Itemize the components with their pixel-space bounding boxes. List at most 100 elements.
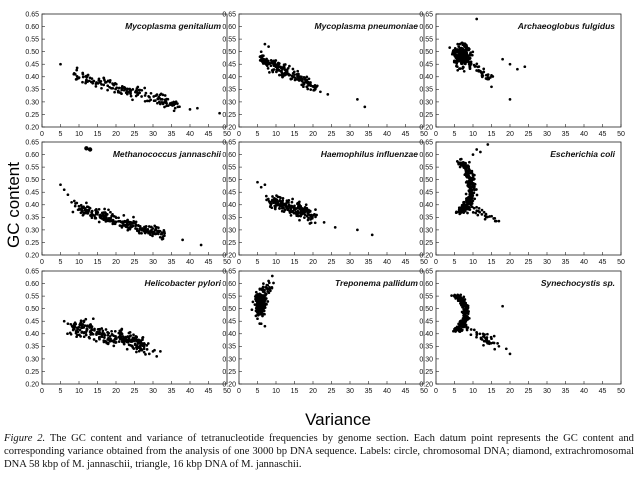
data-point <box>281 196 285 200</box>
data-point <box>472 328 476 332</box>
data-point <box>80 207 84 211</box>
data-point <box>260 57 263 61</box>
data-point <box>75 66 79 70</box>
data-point <box>71 328 75 332</box>
x-tick-label: 0 <box>237 388 241 395</box>
data-point <box>306 218 310 222</box>
data-point <box>468 67 472 71</box>
data-point <box>120 92 123 96</box>
data-point <box>94 85 98 88</box>
x-tick-label: 25 <box>131 259 139 266</box>
y-tick-label: 0.65 <box>222 139 236 146</box>
x-tick-label: 40 <box>383 131 391 138</box>
data-point <box>295 73 299 76</box>
x-tick-label: 5 <box>256 388 260 395</box>
data-point <box>256 317 259 321</box>
data-point <box>471 211 475 214</box>
data-point <box>463 58 467 62</box>
y-tick-label: 0.40 <box>419 331 433 338</box>
data-point <box>82 331 86 335</box>
data-point <box>82 326 86 329</box>
data-point <box>370 233 374 237</box>
data-point <box>313 213 316 216</box>
x-tick-label: 50 <box>617 388 625 395</box>
y-tick-label: 0.25 <box>222 240 236 247</box>
data-point <box>261 304 264 308</box>
data-point <box>117 216 120 220</box>
data-point <box>459 293 463 297</box>
data-point <box>309 83 313 87</box>
data-point <box>125 338 129 342</box>
data-point <box>294 212 298 216</box>
data-point <box>472 186 476 189</box>
panel-haemophilus-influenzae: 0.20 0.25 0.30 0.35 0.40 0.45 0.50 0.55 0.60 0.65… <box>222 139 428 266</box>
data-point <box>470 205 474 209</box>
x-tick-label: 45 <box>599 388 607 395</box>
x-tick-label: 25 <box>131 388 139 395</box>
y-tick-label: 0.45 <box>222 62 236 69</box>
data-point <box>134 220 138 224</box>
data-point <box>464 192 468 196</box>
y-tick-label: 0.60 <box>222 152 236 159</box>
data-point <box>120 88 124 92</box>
data-point <box>453 52 457 55</box>
data-point <box>111 82 114 85</box>
data-point <box>80 326 83 330</box>
x-tick-label: 30 <box>149 388 157 395</box>
data-point <box>172 100 176 104</box>
y-tick-label: 0.65 <box>419 268 433 275</box>
data-point <box>151 227 155 230</box>
y-tick-label: 0.55 <box>419 37 433 44</box>
x-tick-label: 30 <box>346 131 354 138</box>
data-point <box>463 208 467 211</box>
data-point <box>104 328 108 331</box>
y-tick-label: 0.60 <box>25 24 39 31</box>
data-point <box>462 303 466 307</box>
data-point <box>109 337 112 341</box>
data-point <box>322 221 326 224</box>
data-point <box>77 325 81 329</box>
data-point <box>463 298 467 301</box>
data-point <box>158 235 162 239</box>
y-tick-label: 0.40 <box>419 74 433 81</box>
data-point <box>309 88 313 91</box>
data-point <box>468 192 472 196</box>
data-point <box>281 74 285 78</box>
y-tick-label: 0.40 <box>25 202 39 209</box>
x-tick-label: 20 <box>506 259 514 266</box>
data-point <box>140 231 143 235</box>
y-tick-label: 0.40 <box>25 331 39 338</box>
data-point <box>264 292 267 296</box>
data-point <box>266 59 270 63</box>
panel-title: Helicobacter pylori <box>144 278 221 288</box>
data-point <box>304 78 307 82</box>
data-point <box>290 74 294 78</box>
data-point <box>259 50 263 54</box>
data-point <box>125 224 128 228</box>
data-point <box>288 211 292 214</box>
data-point <box>273 204 277 208</box>
data-point <box>264 194 268 198</box>
data-point <box>466 59 469 63</box>
x-tick-label: 5 <box>453 388 457 395</box>
data-point <box>122 342 126 346</box>
data-point <box>122 88 126 92</box>
data-point <box>291 197 294 201</box>
data-point <box>92 338 96 341</box>
data-point <box>82 213 85 216</box>
data-point <box>457 161 461 165</box>
x-tick-label: 30 <box>149 259 157 266</box>
data-point <box>468 208 472 211</box>
data-point <box>159 350 162 353</box>
x-tick-label: 35 <box>365 388 373 395</box>
x-tick-label: 5 <box>59 131 63 138</box>
data-point <box>166 104 170 107</box>
data-point <box>487 341 491 344</box>
data-point <box>114 341 117 344</box>
x-tick-label: 15 <box>488 259 496 266</box>
data-point <box>161 93 165 97</box>
data-point <box>263 42 267 46</box>
data-point <box>79 322 82 325</box>
data-point <box>114 215 117 219</box>
